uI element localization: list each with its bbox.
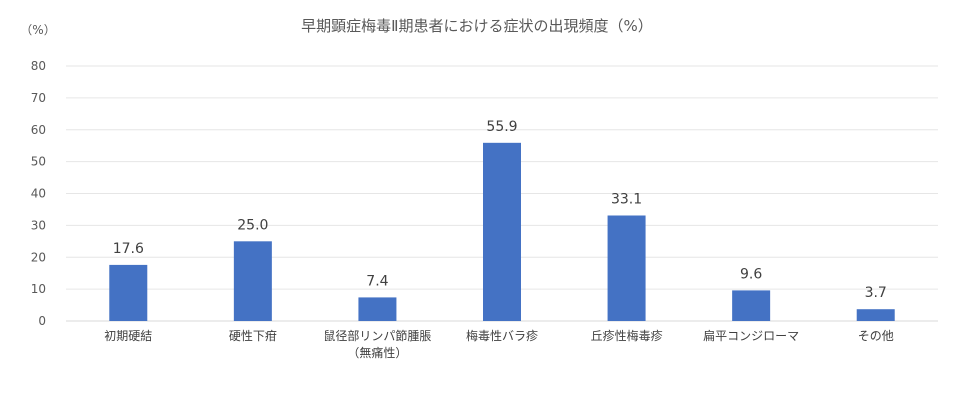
y-tick-label: 10	[31, 282, 46, 296]
y-tick-label: 70	[31, 91, 46, 105]
data-label: 17.6	[113, 241, 144, 257]
y-tick-label: 40	[31, 187, 46, 201]
bar	[732, 290, 771, 321]
y-axis-unit-label: （%）	[20, 23, 55, 37]
data-labels: 17.6 25.0 7.4 55.9 33.1 9.6 3.7	[113, 119, 887, 301]
bar	[358, 297, 397, 321]
category-label: 硬性下疳	[229, 328, 277, 343]
data-label: 3.7	[865, 285, 887, 301]
y-tick-label: 80	[31, 59, 46, 73]
category-label: 鼠径部リンパ節腫脹	[323, 328, 431, 343]
y-tick-label: 30	[31, 218, 46, 232]
bar	[607, 215, 646, 321]
y-tick-label: 50	[31, 155, 46, 169]
data-label: 25.0	[237, 217, 268, 233]
bar	[109, 264, 148, 321]
y-tick-label: 60	[31, 123, 46, 137]
data-label: 7.4	[366, 273, 388, 289]
category-label: 扁平コンジローマ	[703, 329, 799, 343]
bar	[483, 142, 521, 321]
category-label: 丘疹性梅毒疹	[591, 328, 663, 343]
y-tick-label: 0	[38, 314, 46, 328]
category-label: 初期硬結	[104, 329, 152, 343]
x-axis-categories: 初期硬結 硬性下疳 鼠径部リンパ節腫脹 （無痛性） 梅毒性バラ疹 丘疹性梅毒疹 扁平コンジロ…	[104, 328, 893, 360]
y-axis-ticks: 0 10 20 30 40 50 60 70 80	[31, 59, 46, 328]
category-label: （無痛性）	[347, 345, 407, 360]
data-label: 33.1	[611, 191, 642, 207]
chart-title: 早期顕症梅毒Ⅱ期患者における症状の出現頻度（%）	[301, 17, 653, 35]
category-label: その他	[858, 329, 894, 343]
category-label: 梅毒性バラ疹	[466, 328, 538, 343]
bar	[233, 241, 272, 321]
bars	[109, 142, 895, 321]
bar	[856, 309, 895, 321]
data-label: 9.6	[740, 266, 762, 282]
y-tick-label: 20	[31, 250, 46, 264]
data-label: 55.9	[486, 119, 517, 135]
